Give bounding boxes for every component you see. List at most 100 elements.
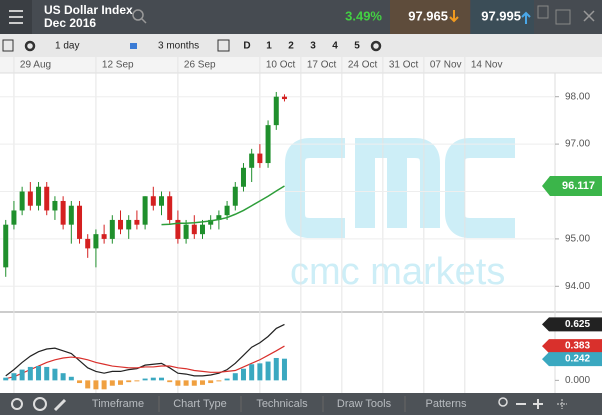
- value-tag-label: 0.625: [565, 319, 590, 330]
- candle-body: [60, 200, 66, 225]
- histogram-bar: [60, 373, 66, 381]
- preset-button[interactable]: 2: [288, 41, 294, 52]
- x-tick-label: 31 Oct: [389, 60, 419, 71]
- y-tick-label: 95.00: [565, 234, 590, 245]
- lock-icon[interactable]: [130, 43, 137, 49]
- histogram-bar: [11, 373, 17, 381]
- candle-body: [257, 153, 263, 164]
- histogram-bar: [199, 380, 205, 385]
- logo-c1: [285, 138, 345, 238]
- hide-icon[interactable]: [33, 397, 47, 411]
- buy-bg: [471, 0, 534, 34]
- histogram-bar: [3, 377, 9, 381]
- tab[interactable]: Timeframe: [92, 398, 144, 410]
- window-icon[interactable]: [537, 5, 549, 19]
- candle-body: [183, 224, 189, 239]
- histogram-bar: [240, 368, 246, 381]
- candle-body: [281, 96, 287, 100]
- candle-body: [265, 125, 271, 164]
- tab[interactable]: Patterns: [426, 398, 467, 410]
- histogram-bar: [118, 380, 124, 385]
- buy-button[interactable]: 97.995: [471, 0, 534, 34]
- price-tag: [542, 175, 602, 196]
- search-icon-handle: [141, 18, 147, 24]
- candle-body: [36, 186, 42, 206]
- down-arrow: [449, 10, 459, 23]
- candle-body: [27, 191, 33, 206]
- candle-body: [150, 196, 156, 206]
- search-button[interactable]: [132, 9, 147, 24]
- histogram-bar: [281, 358, 287, 381]
- histogram-bar: [257, 363, 263, 381]
- histogram-bar: [19, 369, 25, 381]
- zoom-icon[interactable]: [498, 397, 508, 407]
- zoom-in-icon[interactable]: [533, 399, 543, 409]
- settings-icon[interactable]: [24, 40, 36, 52]
- interval-button[interactable]: 1 day: [55, 41, 79, 52]
- candle-body: [101, 234, 107, 239]
- candle-body: [175, 219, 181, 239]
- crosshair-icon[interactable]: [557, 399, 567, 409]
- histogram-bar: [109, 380, 115, 386]
- histogram-bar: [142, 378, 148, 381]
- indicator-line: [5, 323, 285, 377]
- candle-body: [19, 191, 25, 211]
- value-tag-label: 0.242: [565, 354, 590, 365]
- toolbar: [0, 34, 602, 57]
- candle-body: [11, 210, 17, 225]
- histogram-bar: [134, 380, 140, 382]
- y-tick-label: 98.00: [565, 91, 590, 102]
- histogram-bar: [101, 380, 107, 390]
- candle-body: [273, 96, 279, 126]
- popout-icon[interactable]: [555, 9, 571, 25]
- preset-button[interactable]: D: [243, 41, 250, 52]
- candle-body: [93, 234, 99, 249]
- candle-body: [216, 215, 222, 220]
- price-tag-label: 96.117: [562, 180, 595, 192]
- range-button[interactable]: 3 months: [158, 41, 199, 52]
- candle-body: [249, 153, 255, 168]
- instrument-subtitle: Dec 2016: [44, 16, 96, 30]
- menu-icon: [9, 10, 23, 24]
- histogram-bar: [77, 380, 83, 384]
- preset-button[interactable]: 5: [354, 41, 360, 52]
- buy-price: 97.995: [481, 8, 521, 23]
- value-tag: [542, 317, 602, 332]
- sell-button[interactable]: 97.965: [390, 0, 470, 34]
- calendar-icon[interactable]: [217, 39, 230, 52]
- panel-icon[interactable]: [2, 39, 14, 52]
- histogram-bar: [191, 380, 197, 386]
- histogram-bar: [158, 377, 164, 381]
- settings-icon-2[interactable]: [370, 40, 382, 52]
- value-tag: [542, 352, 602, 367]
- bottom-bar: [0, 393, 602, 415]
- refresh-icon[interactable]: [11, 398, 23, 410]
- y-tick-label: 97.00: [565, 139, 590, 150]
- candle-body: [191, 224, 197, 235]
- preset-button[interactable]: 3: [310, 41, 316, 52]
- histogram-bar: [150, 377, 156, 381]
- candle-body: [126, 219, 132, 230]
- moving-average: [161, 185, 285, 226]
- instrument-title: US Dollar Index: [44, 3, 133, 17]
- x-tick-label: 17 Oct: [307, 60, 337, 71]
- tab[interactable]: Draw Tools: [337, 398, 392, 410]
- tab[interactable]: Technicals: [256, 398, 308, 410]
- pen-icon[interactable]: [53, 398, 67, 412]
- histogram-bar: [52, 368, 58, 381]
- preset-button[interactable]: 1: [266, 41, 272, 52]
- close-icon[interactable]: [583, 10, 595, 22]
- menu-button[interactable]: [0, 0, 32, 34]
- histogram-bar: [93, 380, 99, 390]
- preset-button[interactable]: 4: [332, 41, 338, 52]
- x-tick-label: 29 Aug: [20, 60, 51, 71]
- histogram-bar: [224, 378, 230, 381]
- tab[interactable]: Chart Type: [173, 398, 227, 410]
- histogram-bar: [208, 380, 214, 384]
- candle-body: [109, 219, 115, 239]
- candle-body: [134, 219, 140, 225]
- x-tick-label: 24 Oct: [348, 60, 378, 71]
- candle-body: [85, 238, 91, 249]
- x-tick-label: 10 Oct: [266, 60, 296, 71]
